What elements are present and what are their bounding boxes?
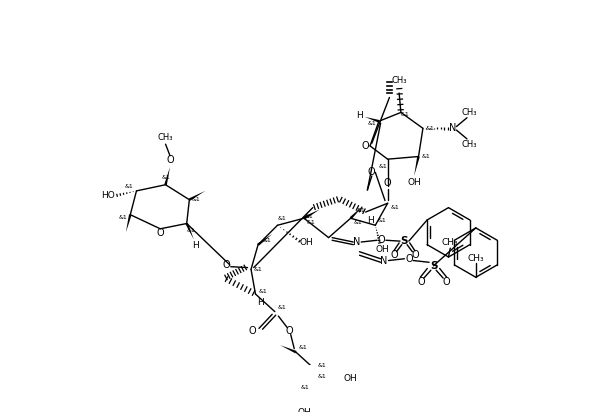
Polygon shape xyxy=(287,385,298,395)
Polygon shape xyxy=(189,191,205,201)
Text: &1: &1 xyxy=(125,184,134,189)
Text: &1: &1 xyxy=(390,205,399,210)
Text: &1: &1 xyxy=(421,154,430,159)
Text: CH₃: CH₃ xyxy=(391,76,407,85)
Text: &1: &1 xyxy=(401,112,410,117)
Text: &1: &1 xyxy=(357,208,366,213)
Text: &1: &1 xyxy=(378,218,387,223)
Text: OH: OH xyxy=(300,239,313,247)
Text: &1: &1 xyxy=(299,345,307,350)
Polygon shape xyxy=(414,156,420,176)
Polygon shape xyxy=(164,167,170,185)
Text: O: O xyxy=(156,228,164,238)
Text: &1: &1 xyxy=(300,385,309,390)
Text: &1: &1 xyxy=(278,305,287,310)
Text: CH₃: CH₃ xyxy=(461,140,477,149)
Polygon shape xyxy=(314,369,326,387)
Text: &1: &1 xyxy=(192,197,201,202)
Text: &1: &1 xyxy=(186,228,195,233)
Polygon shape xyxy=(185,223,194,239)
Text: O: O xyxy=(405,254,413,264)
Text: &1: &1 xyxy=(307,220,316,225)
Polygon shape xyxy=(365,117,379,122)
Text: &1: &1 xyxy=(278,216,287,221)
Text: O: O xyxy=(384,178,391,188)
Polygon shape xyxy=(258,234,272,246)
Text: &1: &1 xyxy=(119,215,128,220)
Text: O: O xyxy=(442,277,450,287)
Text: O: O xyxy=(390,250,398,260)
Text: CH₃: CH₃ xyxy=(461,108,477,117)
Text: O: O xyxy=(223,260,230,270)
Text: O: O xyxy=(368,167,375,178)
Text: O: O xyxy=(249,326,256,336)
Text: &1: &1 xyxy=(368,121,376,126)
Text: O: O xyxy=(166,155,174,165)
Text: &1: &1 xyxy=(254,267,262,272)
Text: N: N xyxy=(353,237,361,247)
Text: &1: &1 xyxy=(353,220,362,225)
Polygon shape xyxy=(126,214,131,232)
Text: H: H xyxy=(356,110,363,119)
Polygon shape xyxy=(350,206,363,219)
Text: O: O xyxy=(411,250,419,260)
Text: &1: &1 xyxy=(262,238,271,243)
Text: S: S xyxy=(401,236,408,246)
Text: O: O xyxy=(417,277,425,287)
Text: O: O xyxy=(378,235,385,245)
Text: &1: &1 xyxy=(426,126,435,131)
Text: N: N xyxy=(449,123,456,133)
Text: HO: HO xyxy=(101,191,115,200)
Text: CH₃: CH₃ xyxy=(158,133,173,142)
Text: OH: OH xyxy=(375,245,390,253)
Polygon shape xyxy=(280,345,297,353)
Text: O: O xyxy=(285,326,293,336)
Text: H: H xyxy=(366,216,374,225)
Text: &1: &1 xyxy=(305,214,314,219)
Text: CH₃: CH₃ xyxy=(468,254,484,263)
Text: &1: &1 xyxy=(318,363,327,368)
Polygon shape xyxy=(303,209,320,220)
Text: &1: &1 xyxy=(318,375,327,379)
Text: &1: &1 xyxy=(379,164,388,169)
Text: &1: &1 xyxy=(161,175,170,180)
Text: S: S xyxy=(430,261,437,271)
Text: OH: OH xyxy=(344,374,358,383)
Text: H: H xyxy=(192,241,199,250)
Text: CH₃: CH₃ xyxy=(442,239,459,247)
Text: N: N xyxy=(381,255,388,265)
Text: OH: OH xyxy=(407,178,421,187)
Text: OH: OH xyxy=(298,407,312,412)
Text: &1: &1 xyxy=(258,289,267,294)
Text: H: H xyxy=(258,298,264,307)
Text: O: O xyxy=(362,141,369,151)
